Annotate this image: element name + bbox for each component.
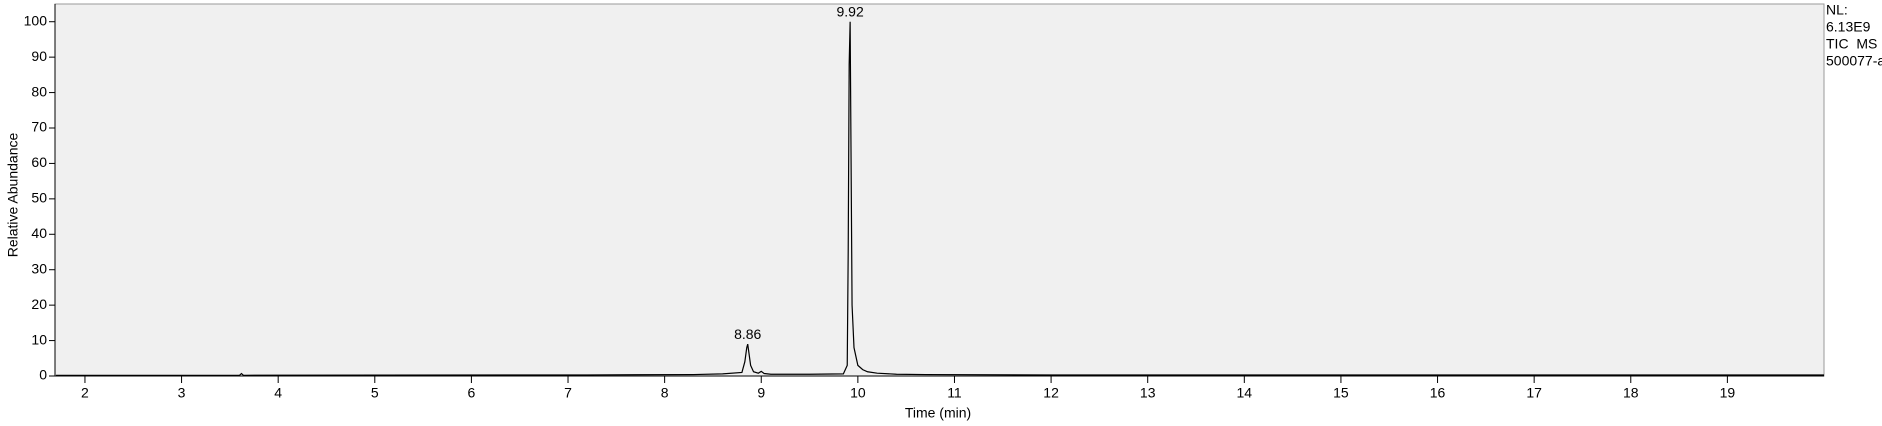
x-tick-label: 9 [757, 385, 765, 401]
side-text: 500077-a [1826, 53, 1882, 69]
x-tick-label: 4 [274, 385, 282, 401]
x-tick-label: 11 [947, 385, 962, 401]
side-text: NL: [1826, 2, 1848, 18]
y-tick-label: 80 [31, 83, 47, 99]
y-tick-label: 10 [31, 331, 47, 347]
x-tick-label: 10 [850, 385, 866, 401]
side-text: 6.13E9 [1826, 19, 1871, 35]
y-tick-label: 40 [31, 225, 47, 241]
x-tick-label: 12 [1043, 385, 1059, 401]
trace-line [55, 21, 1824, 376]
x-tick-label: 6 [468, 385, 476, 401]
x-tick-label: 17 [1526, 385, 1542, 401]
x-tick-label: 5 [371, 385, 379, 401]
y-tick-label: 70 [31, 119, 47, 135]
peak-label: 9.92 [837, 3, 864, 19]
y-axis-label: Relative Abundance [5, 133, 21, 258]
x-tick-label: 8 [661, 385, 669, 401]
x-tick-label: 16 [1430, 385, 1446, 401]
y-tick-label: 90 [31, 48, 47, 64]
x-tick-label: 2 [81, 385, 89, 401]
x-axis-label: Time (min) [905, 405, 971, 421]
x-tick-label: 7 [564, 385, 572, 401]
y-tick-label: 100 [24, 12, 48, 28]
x-tick-label: 13 [1140, 385, 1156, 401]
y-tick-label: 20 [31, 296, 47, 312]
x-tick-label: 19 [1720, 385, 1736, 401]
x-tick-label: 15 [1333, 385, 1349, 401]
y-tick-label: 30 [31, 260, 47, 276]
plot-area [54, 3, 1825, 377]
x-tick-label: 14 [1237, 385, 1253, 401]
side-text: TIC MS [1826, 36, 1877, 52]
y-tick-label: 60 [31, 154, 47, 170]
x-tick-label: 3 [178, 385, 186, 401]
x-tick-label: 18 [1623, 385, 1639, 401]
y-tick-label: 50 [31, 190, 47, 206]
y-tick-label: 0 [39, 367, 47, 383]
peak-label: 8.86 [734, 326, 761, 342]
